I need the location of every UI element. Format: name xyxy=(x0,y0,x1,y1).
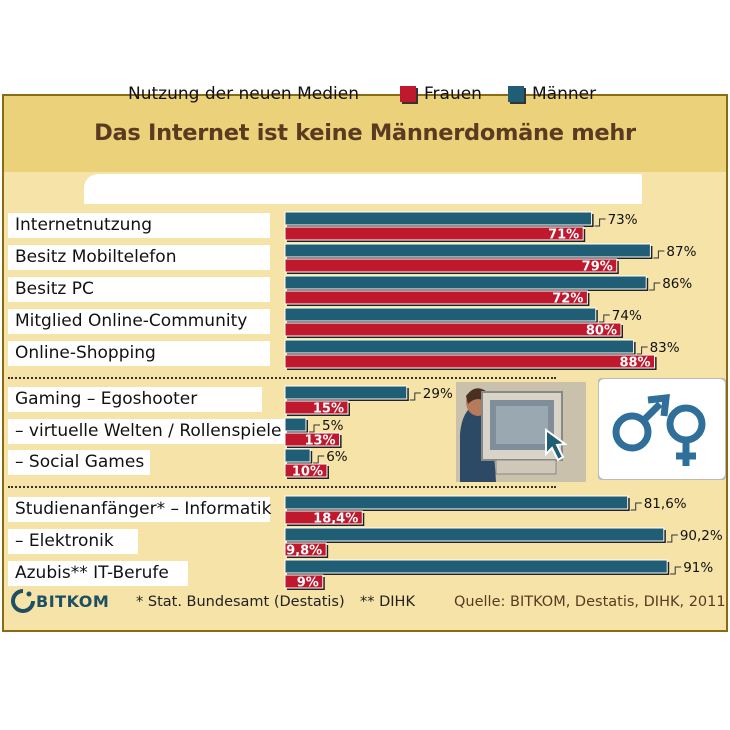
data-label-male: 83% xyxy=(650,340,680,356)
data-label-female: 18,4% xyxy=(313,512,358,527)
category-label: Azubis** IT-Berufe xyxy=(8,561,188,586)
data-label-female: 80% xyxy=(586,324,617,339)
data-label-male: 5% xyxy=(322,418,344,434)
data-label-female: 9% xyxy=(297,576,319,591)
bar-female xyxy=(284,400,349,415)
category-label: Gaming – Egoshooter xyxy=(8,387,262,412)
bar-female xyxy=(284,463,328,478)
footnote-dihk: ** DIHK xyxy=(360,594,415,610)
bar-male xyxy=(284,527,665,542)
group-divider xyxy=(8,486,556,488)
legend-label-female: Frauen xyxy=(424,84,482,104)
legend-bar xyxy=(84,174,642,204)
legend-swatch-male xyxy=(508,86,524,102)
category-label: Online-Shopping xyxy=(8,341,270,366)
bar-male xyxy=(284,385,408,400)
monitor-with-cursor-icon xyxy=(456,382,586,482)
bar-female xyxy=(284,542,327,557)
data-label-female: 15% xyxy=(313,402,344,417)
bar-female xyxy=(284,322,622,337)
bar-male xyxy=(284,448,311,463)
category-label: – Social Games xyxy=(8,450,150,475)
leader-line xyxy=(309,424,320,433)
category-label: Mitglied Online-Community xyxy=(8,309,270,334)
bar-female xyxy=(284,258,618,273)
leader-line xyxy=(666,534,678,543)
source-note: Quelle: BITKOM, Destatis, DIHK, 2011 xyxy=(454,594,726,610)
bar-female xyxy=(284,290,588,305)
data-label-male: 29% xyxy=(423,386,453,402)
bar-male xyxy=(284,243,651,258)
data-label-male: 6% xyxy=(326,449,348,465)
data-label-female: 13% xyxy=(304,434,335,449)
category-label: – virtuelle Welten / Rollenspiele xyxy=(8,419,286,444)
bar-female xyxy=(284,574,324,589)
data-label-female: 9,8% xyxy=(286,544,322,559)
data-label-female: 88% xyxy=(619,356,650,371)
bar-female xyxy=(284,354,656,369)
bar-male xyxy=(284,495,629,510)
category-label: Internetnutzung xyxy=(8,213,270,238)
data-label-female: 71% xyxy=(548,228,579,243)
leader-line xyxy=(653,250,665,259)
bitkom-logo-icon xyxy=(11,589,35,613)
data-label-female: 79% xyxy=(582,260,613,275)
legend-label-male: Männer xyxy=(532,84,597,104)
leader-line xyxy=(670,566,682,575)
data-label-male: 90,2% xyxy=(680,528,723,544)
legend-heading: Nutzung der neuen Medien xyxy=(128,84,359,104)
leader-line xyxy=(409,392,421,401)
group-divider xyxy=(8,377,556,379)
gender-symbols-icon xyxy=(598,378,726,480)
category-label: – Elektronik xyxy=(8,529,138,554)
bar-male xyxy=(284,307,597,322)
category-label: Besitz Mobiltelefon xyxy=(8,245,270,270)
bar-female xyxy=(284,226,584,241)
category-label: Studienanfänger* – Informatik xyxy=(8,497,271,522)
category-label: Besitz PC xyxy=(8,277,270,302)
data-label-male: 91% xyxy=(683,560,713,576)
leader-line xyxy=(594,218,606,227)
leader-line xyxy=(636,346,648,355)
leader-line xyxy=(630,502,642,511)
data-label-male: 73% xyxy=(608,212,638,228)
leader-line xyxy=(598,314,610,323)
data-label-male: 86% xyxy=(662,276,692,292)
leader-line xyxy=(649,282,661,291)
bitkom-logo-text: BITKOM xyxy=(36,592,110,611)
leader-line xyxy=(313,455,325,464)
footnote-destatis: * Stat. Bundesamt (Destatis) xyxy=(136,594,345,610)
bar-male xyxy=(284,559,668,574)
chart-title: Das Internet ist keine Männerdomäne mehr xyxy=(94,120,636,146)
bar-male xyxy=(284,339,635,354)
bar-female xyxy=(284,432,341,447)
data-label-male: 81,6% xyxy=(644,496,687,512)
legend-swatch-female xyxy=(400,86,416,102)
bar-male xyxy=(284,417,307,432)
bar-female xyxy=(284,510,363,525)
data-label-female: 72% xyxy=(552,292,583,307)
bar-male xyxy=(284,275,647,290)
data-label-male: 87% xyxy=(666,244,696,260)
data-label-female: 10% xyxy=(292,465,323,480)
title-band: Das Internet ist keine Männerdomäne mehr xyxy=(4,96,726,172)
data-label-male: 74% xyxy=(612,308,642,324)
bar-male xyxy=(284,211,593,226)
